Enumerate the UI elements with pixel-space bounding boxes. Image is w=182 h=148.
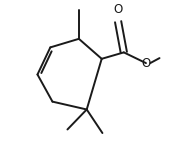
Text: O: O — [141, 57, 151, 70]
Text: O: O — [114, 3, 123, 16]
